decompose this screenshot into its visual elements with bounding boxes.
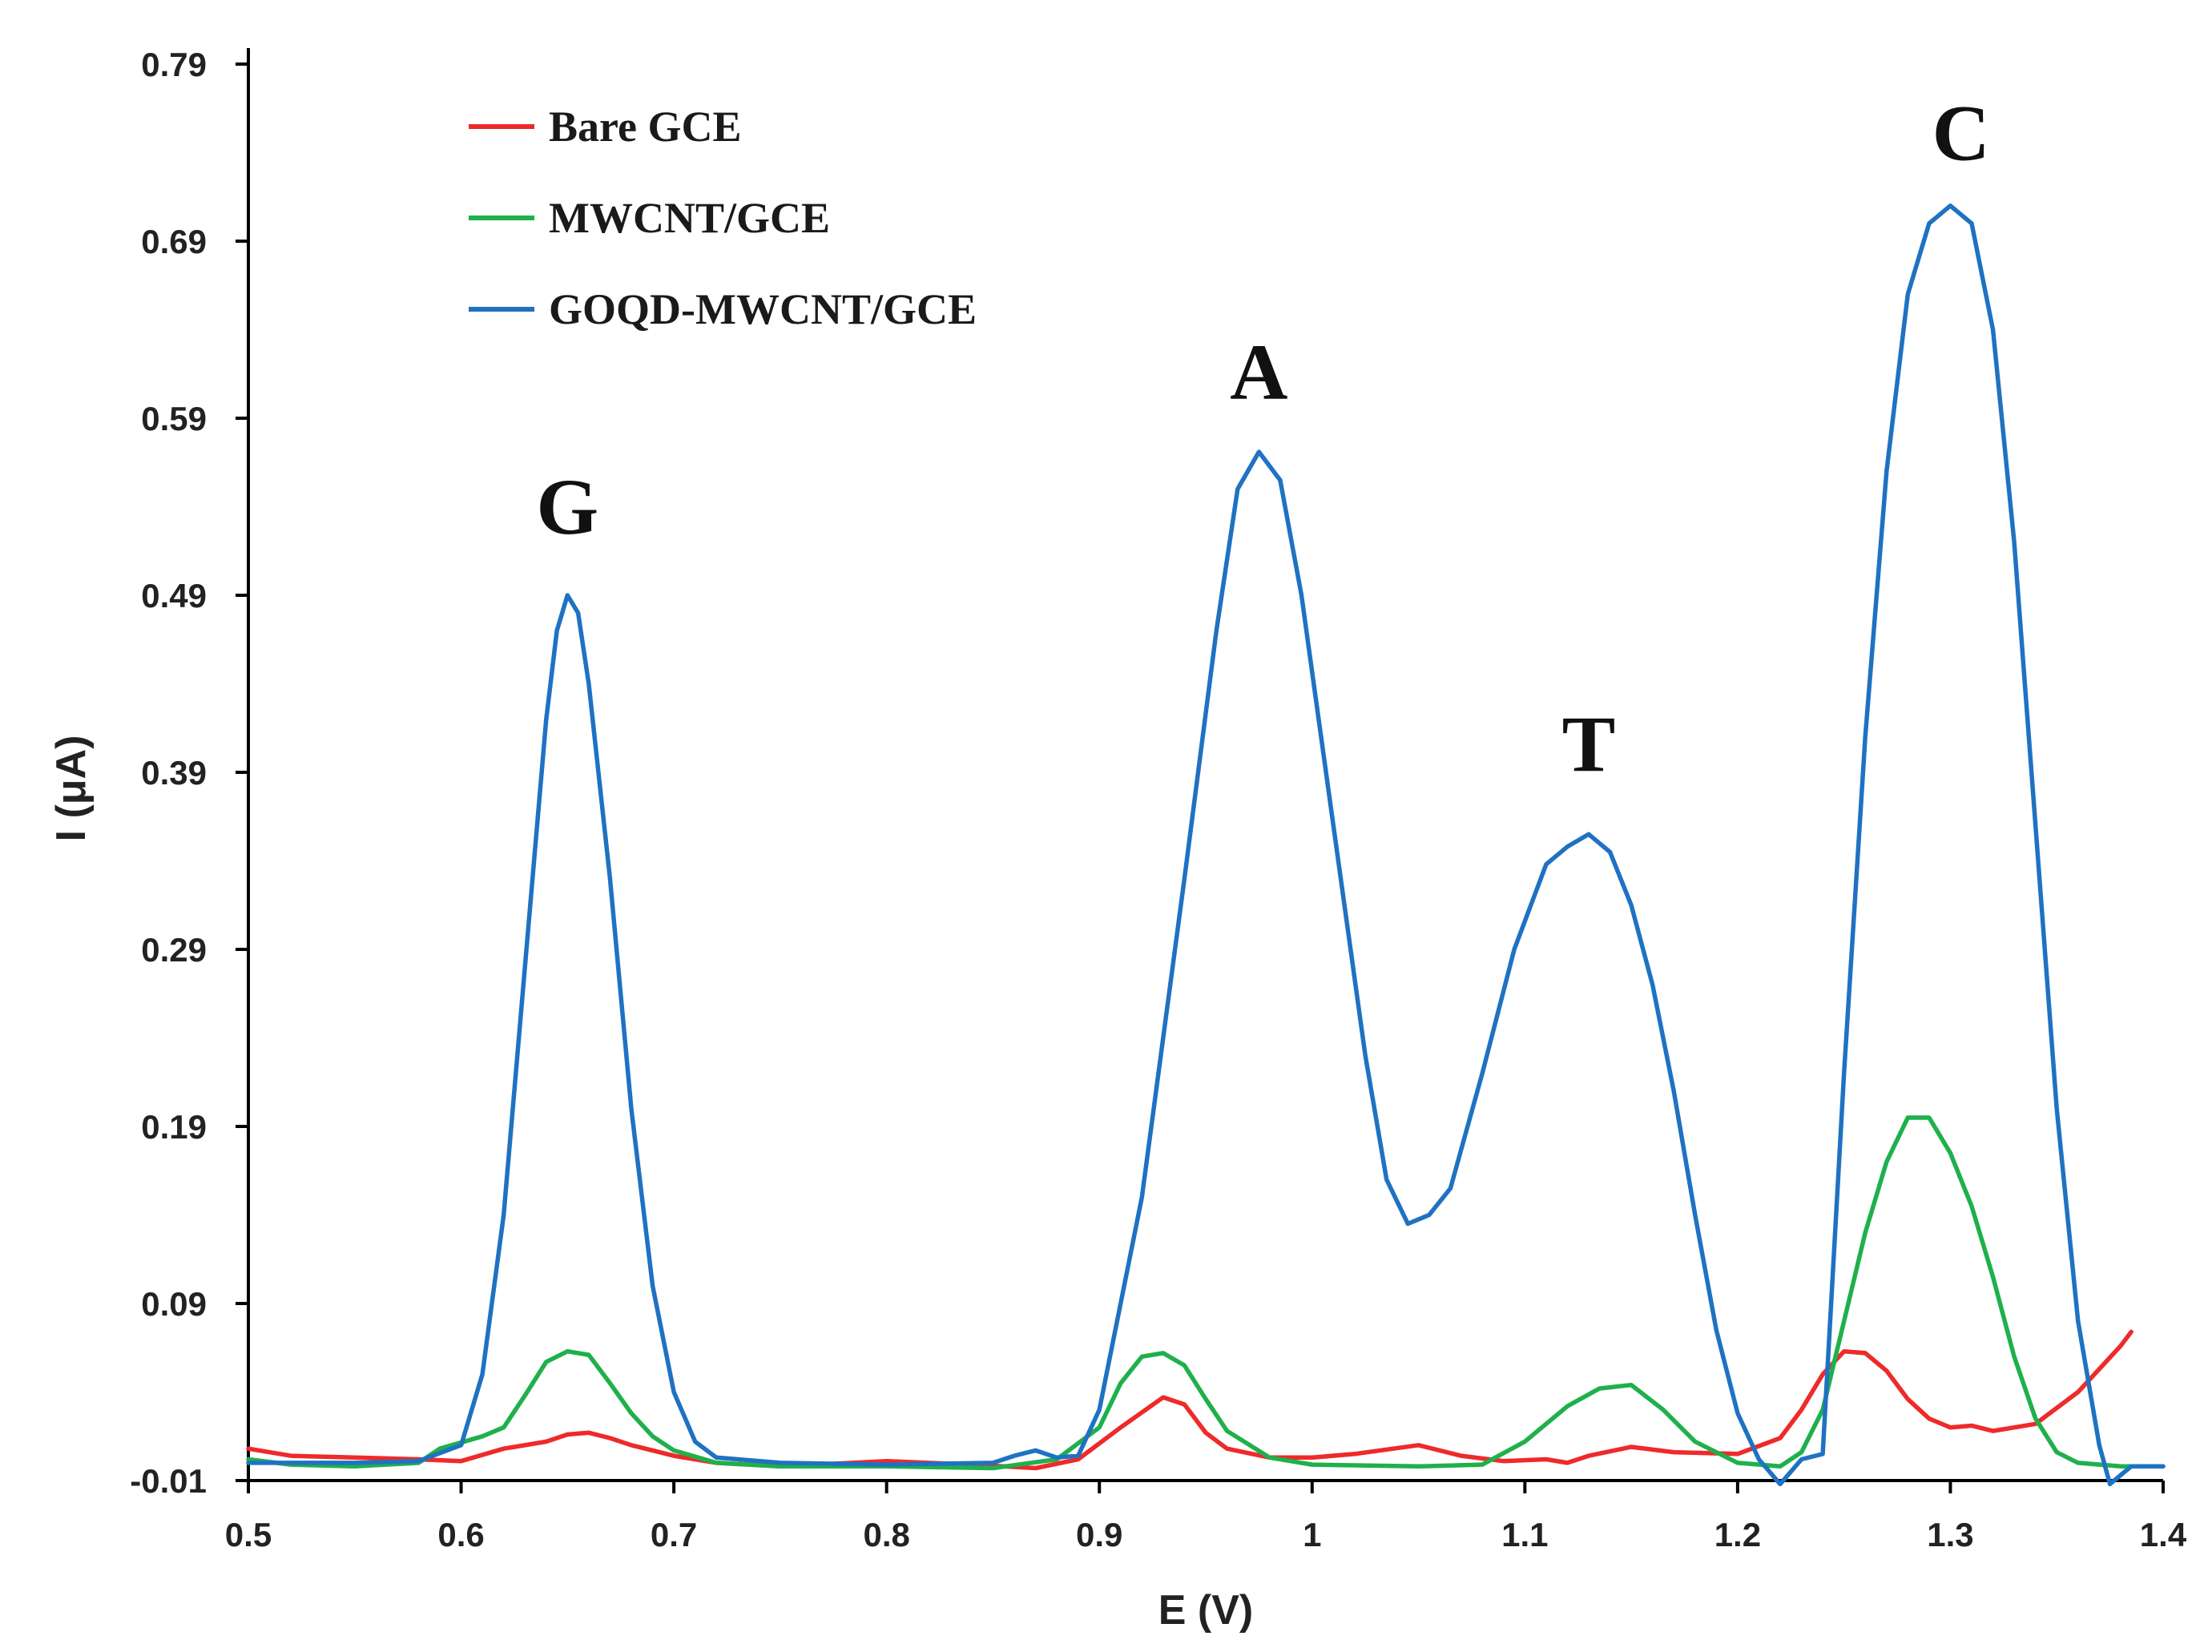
peak-label-c: C bbox=[1932, 89, 1990, 178]
x-tick-label: 0.9 bbox=[1076, 1516, 1122, 1553]
y-tick-label: -0.01 bbox=[130, 1462, 207, 1500]
y-tick-label: 0.59 bbox=[141, 400, 207, 437]
series-line-bare-gce bbox=[246, 1329, 2133, 1471]
x-tick-label: 0.5 bbox=[225, 1516, 272, 1553]
y-tick-label: 0.39 bbox=[141, 754, 207, 792]
y-tick-label: 0.19 bbox=[141, 1108, 207, 1146]
x-tick-label: 1 bbox=[1303, 1516, 1321, 1553]
x-tick-label: 1.3 bbox=[1927, 1516, 1973, 1553]
x-axis-title: E (V) bbox=[1158, 1587, 1253, 1634]
y-tick-label: 0.79 bbox=[141, 46, 207, 83]
series-line-goqd-mwcnt-gce bbox=[246, 203, 2166, 1487]
y-axis-title: I (μA) bbox=[48, 735, 95, 842]
y-tick-label: 0.69 bbox=[141, 223, 207, 260]
x-tick-label: 1.1 bbox=[1501, 1516, 1548, 1553]
peak-label-a: A bbox=[1230, 328, 1287, 417]
y-tick-label: 0.29 bbox=[141, 931, 207, 969]
peak-label-g: G bbox=[536, 462, 598, 551]
legend-label-bare-gce: Bare GCE bbox=[549, 103, 742, 151]
y-ticks: 0.79 0.69 0.59 0.49 0.39 0.29 0.19 0.09 -0.01 bbox=[130, 46, 248, 1500]
x-tick-label: 0.6 bbox=[437, 1516, 484, 1553]
x-ticks: 0.5 0.6 0.7 0.8 0.9 1 1.1 1.2 1.3 1.4 bbox=[225, 1481, 2187, 1553]
legend-label-goqd-mwcnt-gce: GOQD-MWCNT/GCE bbox=[549, 285, 977, 333]
series-line-mwcnt-gce bbox=[246, 1115, 2166, 1471]
x-tick-label: 0.7 bbox=[651, 1516, 697, 1553]
axes bbox=[247, 48, 2163, 1482]
peak-label-t: T bbox=[1562, 699, 1616, 788]
series-layer bbox=[246, 203, 2166, 1487]
y-tick-label: 0.09 bbox=[141, 1285, 207, 1323]
x-tick-label: 0.8 bbox=[863, 1516, 909, 1553]
y-tick-label: 0.49 bbox=[141, 577, 207, 614]
legend: Bare GCE MWCNT/GCE GOQD-MWCNT/GCE bbox=[469, 103, 977, 333]
x-tick-label: 1.2 bbox=[1714, 1516, 1761, 1553]
legend-label-mwcnt-gce: MWCNT/GCE bbox=[549, 194, 830, 242]
x-tick-label: 1.4 bbox=[2140, 1516, 2187, 1553]
peak-labels: G A T C bbox=[536, 89, 1989, 788]
